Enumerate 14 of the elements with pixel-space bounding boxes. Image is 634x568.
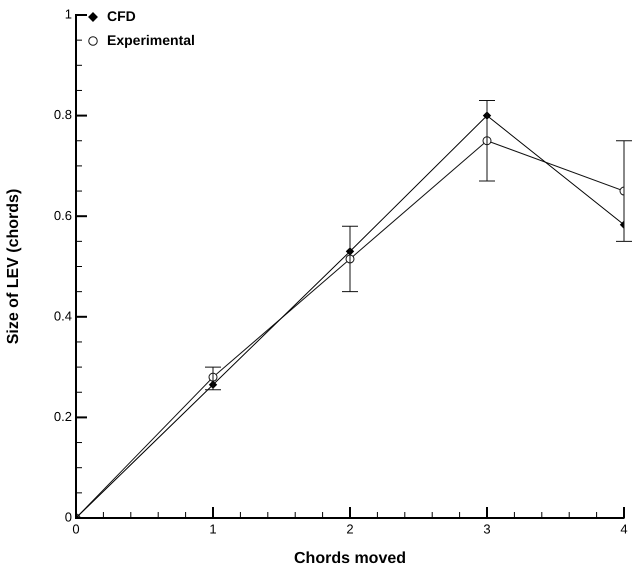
y-tick-label: 0.8 [54, 107, 72, 122]
x-axis-title: Chords moved [294, 550, 406, 567]
x-tick-label: 2 [346, 521, 354, 536]
y-tick-label: 0.4 [54, 308, 72, 324]
y-tick-label: 0 [64, 510, 72, 525]
y-tick-label: 0.6 [54, 208, 72, 223]
y-axis-title: Size of LEV (chords) [5, 188, 22, 344]
x-tick-label: 4 [620, 521, 628, 536]
legend-label: CFD [107, 8, 136, 24]
y-tick-label: 0.2 [54, 408, 72, 424]
y-tick-label: 1 [64, 6, 72, 22]
x-tick-label: 3 [483, 521, 491, 536]
x-tick-label: 1 [209, 521, 217, 536]
legend-label: Experimental [107, 32, 195, 48]
